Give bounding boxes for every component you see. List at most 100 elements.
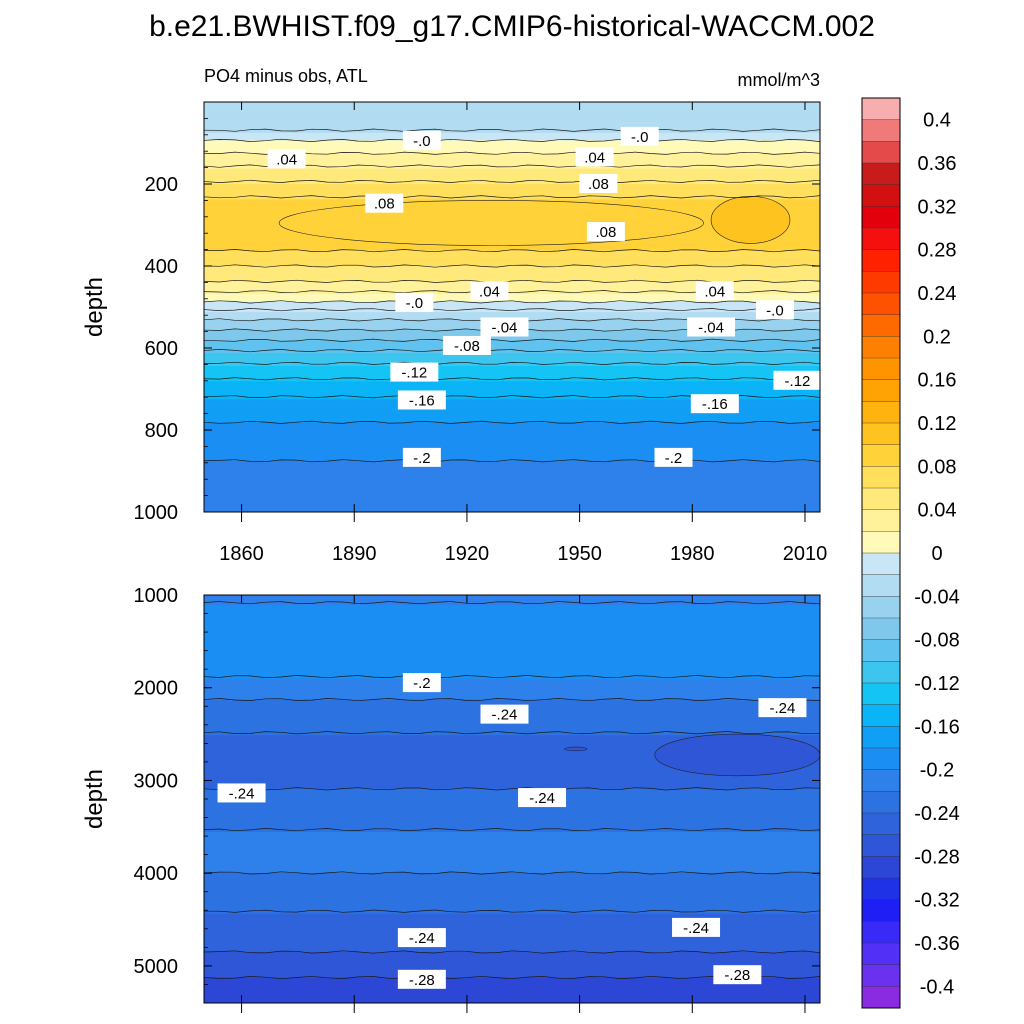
contour-band xyxy=(204,773,820,777)
contour-label-box xyxy=(654,447,693,467)
contour-band xyxy=(204,852,820,856)
contour-band xyxy=(204,481,820,485)
contour-band xyxy=(204,363,820,367)
contour-band xyxy=(204,832,820,836)
contour-band xyxy=(204,245,820,249)
contour-band xyxy=(204,997,820,1002)
contour-label-box xyxy=(672,917,721,937)
contour-band xyxy=(204,314,820,318)
contour-line xyxy=(204,909,820,913)
contour-band xyxy=(204,995,820,999)
contour-label-box xyxy=(397,969,446,989)
contour-region xyxy=(564,746,588,752)
contour-band xyxy=(204,345,820,349)
contour-band xyxy=(204,648,820,652)
contour-band xyxy=(204,824,820,828)
colorbar-swatch xyxy=(861,162,901,186)
contour-label-box xyxy=(690,394,739,414)
contour-label: -.04 xyxy=(492,320,518,337)
contour-band xyxy=(204,417,820,421)
contour-label: .04 xyxy=(584,149,605,166)
contour-band xyxy=(204,625,820,629)
contour-band xyxy=(204,916,820,920)
contour-band xyxy=(204,793,820,798)
contour-band xyxy=(204,770,820,775)
contour-band xyxy=(204,651,820,655)
colorbar-tick-label: 0.4 xyxy=(923,110,951,132)
x-tick-label: 1890 xyxy=(332,543,377,565)
contour-region xyxy=(278,200,704,246)
contour-band xyxy=(204,509,820,512)
contour-band xyxy=(204,301,820,306)
contour-label-box xyxy=(480,317,529,337)
contour-line xyxy=(204,377,820,381)
contour-band xyxy=(204,491,820,495)
colorbar-swatch xyxy=(861,596,901,619)
contour-band xyxy=(204,255,820,259)
colorbar-tick-label: 0.28 xyxy=(918,240,957,262)
y-axis-label: depth xyxy=(81,277,108,337)
contour-band xyxy=(204,271,820,275)
contour-band xyxy=(204,312,820,316)
contour-line xyxy=(204,128,820,132)
contour-band xyxy=(204,455,820,459)
colorbar-swatch xyxy=(861,314,901,337)
contour-band xyxy=(204,291,820,295)
contour-band xyxy=(204,806,820,810)
colorbar-swatch xyxy=(861,704,901,727)
contour-band xyxy=(204,496,820,500)
colorbar-swatch xyxy=(861,184,901,207)
contour-label-box xyxy=(402,447,441,467)
contour-band xyxy=(204,954,820,958)
contour-band xyxy=(204,191,820,195)
contour-band xyxy=(204,404,820,408)
contour-band xyxy=(204,783,820,787)
contour-band xyxy=(204,412,820,416)
contour-band xyxy=(204,465,820,470)
contour-band xyxy=(204,117,820,121)
contour-band xyxy=(204,353,820,357)
contour-line xyxy=(204,420,820,424)
colorbar-swatch xyxy=(861,97,901,121)
contour-band xyxy=(204,355,820,359)
contour-band xyxy=(204,918,820,922)
contour-band xyxy=(204,763,820,767)
contour-band xyxy=(204,640,820,645)
contour-band xyxy=(204,829,820,833)
contour-band xyxy=(204,855,820,859)
colorbar-swatch xyxy=(861,119,901,142)
contour-label-box xyxy=(470,281,509,301)
contour-band xyxy=(204,689,820,693)
contour-band xyxy=(204,371,820,375)
contour-band xyxy=(204,104,820,108)
contour-label: -.0 xyxy=(766,302,784,319)
contour-label: -.24 xyxy=(409,930,435,947)
contour-label: .08 xyxy=(595,224,616,241)
contour-label: .04 xyxy=(276,151,297,168)
colorbar-tick-label: 0.36 xyxy=(918,153,957,175)
contour-label-box xyxy=(755,300,794,320)
contour-band xyxy=(204,980,820,984)
contour-band xyxy=(204,506,820,511)
contour-band xyxy=(204,122,820,126)
colorbar-swatch xyxy=(861,466,901,489)
contour-band xyxy=(204,155,820,159)
contour-band xyxy=(204,643,820,647)
contour-band xyxy=(204,697,820,701)
chart-title: b.e21.BWHIST.f09_g17.CMIP6-historical-WA… xyxy=(149,10,875,43)
contour-band xyxy=(204,268,820,272)
colorbar-tick-label: 0.12 xyxy=(918,413,957,435)
contour-band xyxy=(204,809,820,813)
contour-band xyxy=(204,258,820,262)
contour-band xyxy=(204,145,820,149)
contour-band xyxy=(204,595,820,599)
contour-band xyxy=(204,373,820,377)
contour-band xyxy=(204,615,820,619)
contour-band xyxy=(204,758,820,762)
contour-band xyxy=(204,140,820,144)
contour-band xyxy=(204,186,820,190)
contour-band xyxy=(204,842,820,846)
contour-band xyxy=(204,396,820,400)
contour-band xyxy=(204,934,820,938)
contour-band xyxy=(204,656,820,660)
